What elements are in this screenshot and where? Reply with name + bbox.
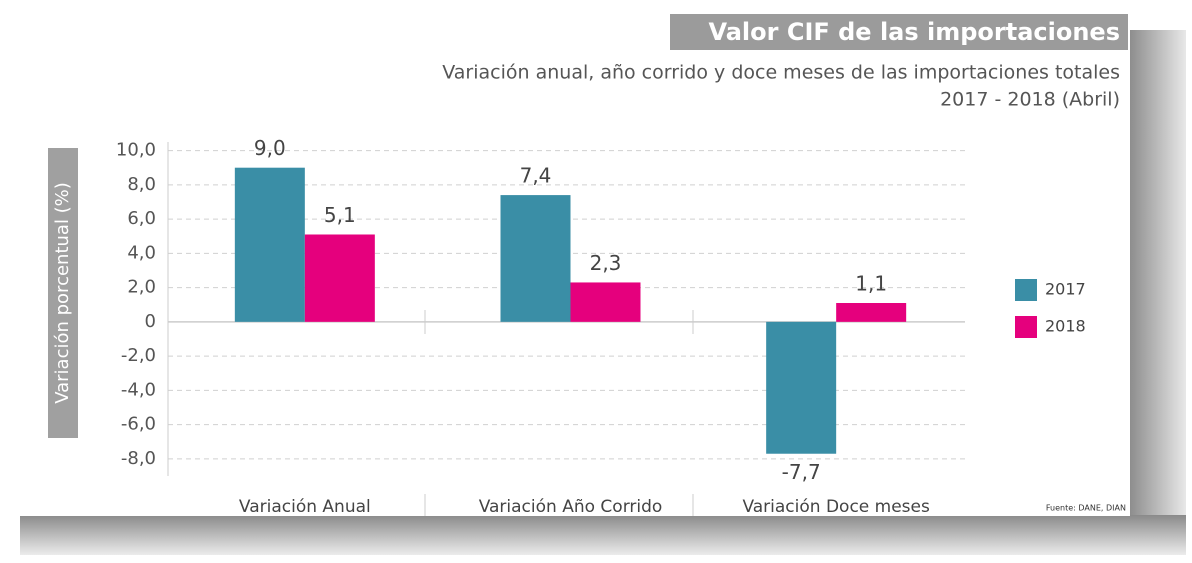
value-label: 7,4: [520, 164, 552, 188]
y-label-box: [48, 148, 78, 438]
value-label: 5,1: [324, 203, 356, 227]
legend-label: 2017: [1045, 280, 1086, 299]
chart-subtitle: 2017 - 2018 (Abril): [940, 89, 1120, 111]
source: Fuente: DANE, DIAN: [1046, 504, 1126, 513]
value-label: -7,7: [782, 460, 821, 484]
y-tick-label: 6,0: [127, 208, 156, 229]
bar: [500, 195, 571, 322]
legend-label: 2018: [1045, 317, 1086, 336]
frame-shadow: [20, 515, 1186, 555]
value-label: 1,1: [855, 272, 887, 296]
y-tick-label: -4,0: [121, 379, 156, 400]
y-tick-label: -8,0: [121, 448, 156, 469]
y-tick-label: 8,0: [127, 174, 156, 195]
x-tick-label: Variación Anual: [239, 497, 371, 517]
chart-title: Valor CIF de las importaciones: [708, 18, 1120, 46]
title-box: [670, 14, 1128, 50]
y-tick-label: -6,0: [121, 414, 156, 435]
legend-swatch: [1015, 316, 1037, 338]
y-tick-label: 2,0: [127, 277, 156, 298]
frame-shadow: [1128, 30, 1186, 530]
bar: [304, 234, 375, 322]
y-tick-label: -2,0: [121, 345, 156, 366]
y-tick-label: 4,0: [127, 242, 156, 263]
bar: [570, 282, 641, 322]
y-tick-label: 10,0: [116, 140, 156, 161]
chart-subtitle: Variación anual, año corrido y doce mese…: [442, 62, 1120, 84]
y-axis-label: Variación porcentual (%): [52, 182, 73, 404]
y-tick-label: 0: [145, 311, 156, 332]
bar: [766, 321, 837, 454]
x-tick-label: Variación Doce meses: [742, 497, 930, 517]
value-label: 2,3: [590, 251, 622, 275]
x-tick-label: Variación Año Corrido: [479, 497, 663, 517]
bar: [836, 303, 907, 322]
bar: [234, 167, 305, 322]
legend-swatch: [1015, 279, 1037, 301]
value-label: 9,0: [254, 136, 286, 160]
